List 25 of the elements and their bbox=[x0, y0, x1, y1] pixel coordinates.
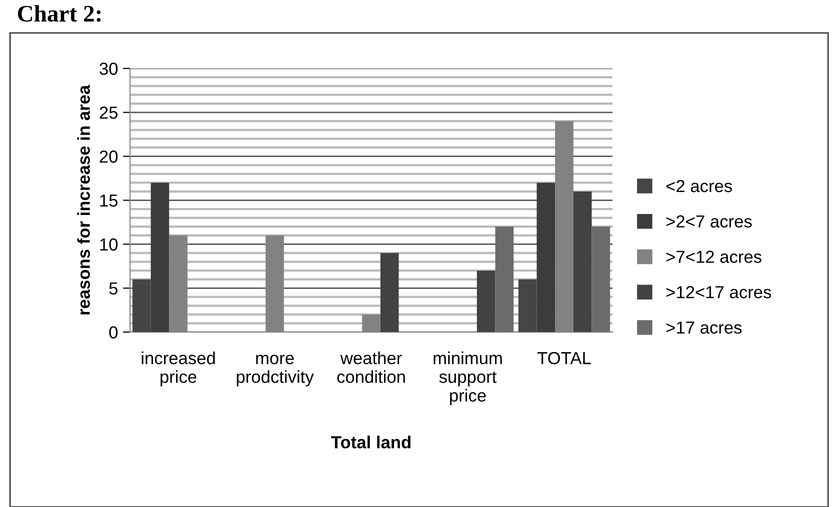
legend-label: >12<17 acres bbox=[666, 286, 772, 298]
legend-label: >7<12 acres bbox=[666, 250, 762, 263]
x-tick-label: more prodctivity bbox=[236, 354, 314, 386]
x-tick-label: minimum support price bbox=[434, 352, 502, 406]
x-axis-title: Total land bbox=[331, 436, 410, 448]
legend-label: >2<7 acres bbox=[666, 215, 752, 228]
y-tick-label: 30 bbox=[100, 62, 118, 75]
bar bbox=[573, 191, 592, 332]
bar bbox=[495, 226, 514, 332]
bar bbox=[592, 226, 610, 332]
x-tick-label: increased price bbox=[142, 352, 215, 386]
y-tick-label: 0 bbox=[109, 326, 118, 339]
x-tick-label: weather condition bbox=[337, 352, 405, 383]
chart-title: Chart 2: bbox=[18, 5, 101, 22]
y-tick-label: 20 bbox=[100, 150, 118, 163]
bar bbox=[476, 270, 496, 332]
legend-label: >17 acres bbox=[666, 322, 742, 334]
y-tick-label: 5 bbox=[109, 282, 118, 295]
y-tick-label: 25 bbox=[100, 106, 118, 119]
bar bbox=[380, 252, 399, 332]
y-tick-label: 10 bbox=[100, 238, 118, 251]
y-axis-title: reasons for increase in area bbox=[77, 84, 90, 314]
y-tick-label: 15 bbox=[100, 194, 118, 207]
x-tick-label: TOTAL bbox=[537, 352, 591, 364]
legend-label: <2 acres bbox=[666, 180, 732, 192]
